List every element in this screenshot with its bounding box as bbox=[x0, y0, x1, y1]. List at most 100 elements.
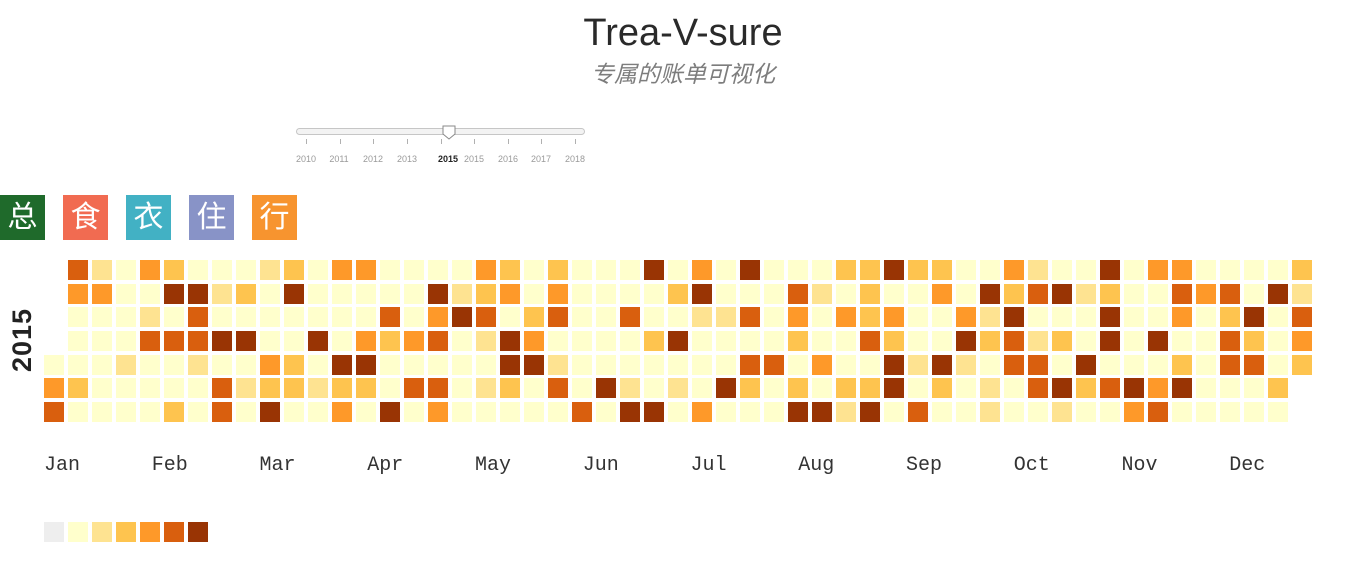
day-cell[interactable] bbox=[1292, 260, 1312, 280]
day-cell[interactable] bbox=[476, 355, 496, 375]
day-cell[interactable] bbox=[260, 331, 280, 351]
day-cell[interactable] bbox=[1244, 402, 1264, 422]
day-cell[interactable] bbox=[1076, 284, 1096, 304]
day-cell[interactable] bbox=[908, 284, 928, 304]
day-cell[interactable] bbox=[932, 331, 952, 351]
day-cell[interactable] bbox=[596, 378, 616, 398]
day-cell[interactable] bbox=[908, 331, 928, 351]
day-cell[interactable] bbox=[812, 284, 832, 304]
day-cell[interactable] bbox=[1028, 355, 1048, 375]
day-cell[interactable] bbox=[788, 402, 808, 422]
day-cell[interactable] bbox=[716, 378, 736, 398]
category-total-button[interactable]: 总 bbox=[0, 195, 45, 240]
day-cell[interactable] bbox=[1196, 260, 1216, 280]
day-cell[interactable] bbox=[1052, 378, 1072, 398]
day-cell[interactable] bbox=[980, 307, 1000, 327]
day-cell[interactable] bbox=[1004, 378, 1024, 398]
day-cell[interactable] bbox=[860, 355, 880, 375]
day-cell[interactable] bbox=[476, 331, 496, 351]
day-cell[interactable] bbox=[332, 260, 352, 280]
day-cell[interactable] bbox=[716, 307, 736, 327]
day-cell[interactable] bbox=[980, 402, 1000, 422]
day-cell[interactable] bbox=[884, 307, 904, 327]
day-cell[interactable] bbox=[956, 284, 976, 304]
day-cell[interactable] bbox=[1028, 331, 1048, 351]
day-cell[interactable] bbox=[116, 260, 136, 280]
day-cell[interactable] bbox=[116, 307, 136, 327]
day-cell[interactable] bbox=[692, 355, 712, 375]
day-cell[interactable] bbox=[836, 402, 856, 422]
day-cell[interactable] bbox=[812, 402, 832, 422]
day-cell[interactable] bbox=[836, 378, 856, 398]
day-cell[interactable] bbox=[1124, 402, 1144, 422]
day-cell[interactable] bbox=[524, 355, 544, 375]
day-cell[interactable] bbox=[1100, 355, 1120, 375]
day-cell[interactable] bbox=[1268, 284, 1288, 304]
day-cell[interactable] bbox=[548, 307, 568, 327]
day-cell[interactable] bbox=[404, 331, 424, 351]
day-cell[interactable] bbox=[428, 378, 448, 398]
day-cell[interactable] bbox=[212, 355, 232, 375]
day-cell[interactable] bbox=[812, 331, 832, 351]
day-cell[interactable] bbox=[908, 355, 928, 375]
day-cell[interactable] bbox=[884, 402, 904, 422]
day-cell[interactable] bbox=[500, 260, 520, 280]
day-cell[interactable] bbox=[188, 355, 208, 375]
day-cell[interactable] bbox=[1268, 331, 1288, 351]
day-cell[interactable] bbox=[1244, 284, 1264, 304]
day-cell[interactable] bbox=[92, 260, 112, 280]
day-cell[interactable] bbox=[356, 378, 376, 398]
day-cell[interactable] bbox=[1148, 284, 1168, 304]
day-cell[interactable] bbox=[692, 307, 712, 327]
day-cell[interactable] bbox=[1052, 402, 1072, 422]
day-cell[interactable] bbox=[1268, 307, 1288, 327]
day-cell[interactable] bbox=[644, 331, 664, 351]
day-cell[interactable] bbox=[692, 260, 712, 280]
day-cell[interactable] bbox=[812, 378, 832, 398]
day-cell[interactable] bbox=[428, 284, 448, 304]
day-cell[interactable] bbox=[260, 307, 280, 327]
day-cell[interactable] bbox=[308, 307, 328, 327]
day-cell[interactable] bbox=[1268, 355, 1288, 375]
day-cell[interactable] bbox=[740, 260, 760, 280]
day-cell[interactable] bbox=[1028, 284, 1048, 304]
day-cell[interactable] bbox=[1004, 402, 1024, 422]
day-cell[interactable] bbox=[1220, 378, 1240, 398]
day-cell[interactable] bbox=[68, 402, 88, 422]
day-cell[interactable] bbox=[1148, 307, 1168, 327]
day-cell[interactable] bbox=[164, 331, 184, 351]
day-cell[interactable] bbox=[932, 284, 952, 304]
day-cell[interactable] bbox=[740, 284, 760, 304]
day-cell[interactable] bbox=[1076, 355, 1096, 375]
day-cell[interactable] bbox=[1052, 331, 1072, 351]
day-cell[interactable] bbox=[500, 355, 520, 375]
day-cell[interactable] bbox=[332, 284, 352, 304]
day-cell[interactable] bbox=[884, 284, 904, 304]
day-cell[interactable] bbox=[452, 284, 472, 304]
day-cell[interactable] bbox=[572, 331, 592, 351]
day-cell[interactable] bbox=[572, 378, 592, 398]
day-cell[interactable] bbox=[764, 307, 784, 327]
day-cell[interactable] bbox=[284, 355, 304, 375]
day-cell[interactable] bbox=[1220, 402, 1240, 422]
day-cell[interactable] bbox=[212, 284, 232, 304]
day-cell[interactable] bbox=[1052, 260, 1072, 280]
day-cell[interactable] bbox=[68, 284, 88, 304]
slider-handle[interactable] bbox=[442, 125, 456, 140]
day-cell[interactable] bbox=[572, 402, 592, 422]
day-cell[interactable] bbox=[980, 331, 1000, 351]
day-cell[interactable] bbox=[1268, 260, 1288, 280]
day-cell[interactable] bbox=[644, 260, 664, 280]
day-cell[interactable] bbox=[1196, 378, 1216, 398]
day-cell[interactable] bbox=[692, 284, 712, 304]
day-cell[interactable] bbox=[908, 402, 928, 422]
day-cell[interactable] bbox=[572, 355, 592, 375]
day-cell[interactable] bbox=[452, 402, 472, 422]
day-cell[interactable] bbox=[1172, 378, 1192, 398]
day-cell[interactable] bbox=[644, 378, 664, 398]
day-cell[interactable] bbox=[140, 260, 160, 280]
day-cell[interactable] bbox=[500, 307, 520, 327]
day-cell[interactable] bbox=[68, 355, 88, 375]
day-cell[interactable] bbox=[164, 284, 184, 304]
day-cell[interactable] bbox=[980, 378, 1000, 398]
